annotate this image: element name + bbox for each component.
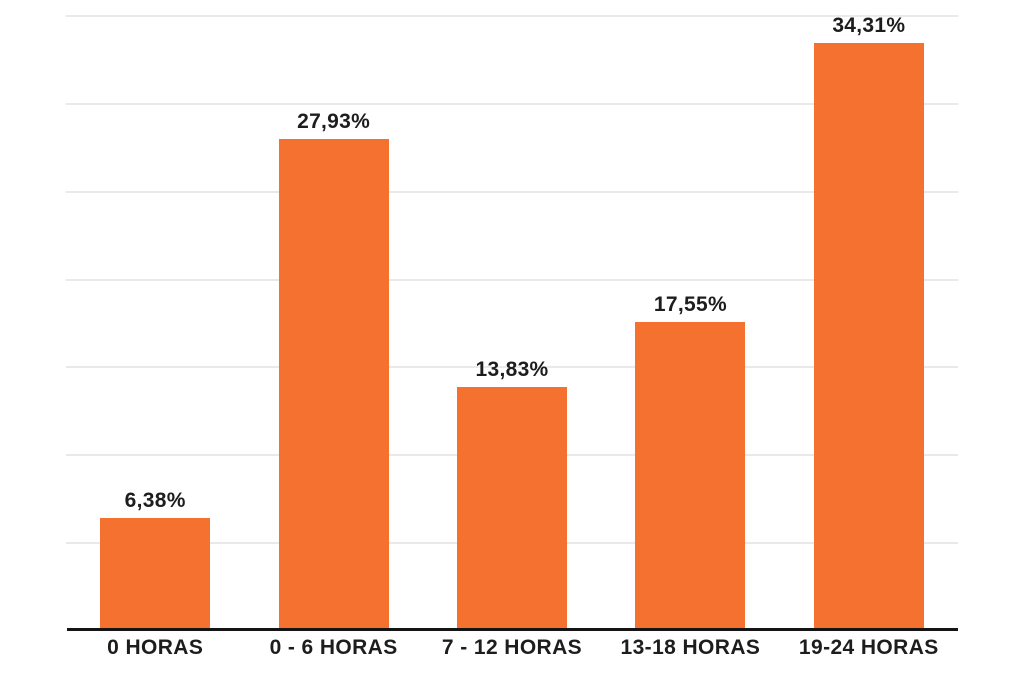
grid-line [66,366,958,369]
x-axis-labels: 0 HORAS 0 - 6 HORAS 7 - 12 HORAS 13-18 HORA… [66,636,958,660]
bar [100,517,211,630]
bar [813,43,924,630]
grid-line [66,15,958,17]
x-axis-category-label: 13-18 HORAS [620,636,761,659]
bar [278,139,389,630]
bars-row: 6,38% 27,93% 13,83% 17,55% 34,31% [66,15,958,630]
grid-line [66,190,958,193]
x-axis-line [67,628,958,631]
bar-group: 13,83% [423,15,601,630]
grid-line [66,102,958,105]
bar-value-label: 34,31% [832,14,906,37]
bar-group: 34,31% [780,15,958,630]
bar [457,387,568,630]
x-axis-category-label: 19-24 HORAS [798,636,939,659]
bar [635,321,746,630]
bar-value-label: 13,83% [475,358,549,381]
bar-value-label: 6,38% [124,488,186,512]
bar-group: 6,38% [66,15,244,630]
bar-value-label: 27,93% [297,110,371,134]
plot-area: 6,38% 27,93% 13,83% 17,55% 34,31% [66,15,958,631]
x-axis-category-label: 7 - 12 HORAS [441,636,583,659]
bar-value-label: 17,55% [653,292,727,316]
bar-group: 27,93% [244,15,422,630]
x-axis-category-label: 0 HORAS [107,636,204,659]
grid-line [66,278,958,281]
x-axis-category-label: 0 - 6 HORAS [269,636,398,659]
bar-group: 17,55% [601,15,779,630]
